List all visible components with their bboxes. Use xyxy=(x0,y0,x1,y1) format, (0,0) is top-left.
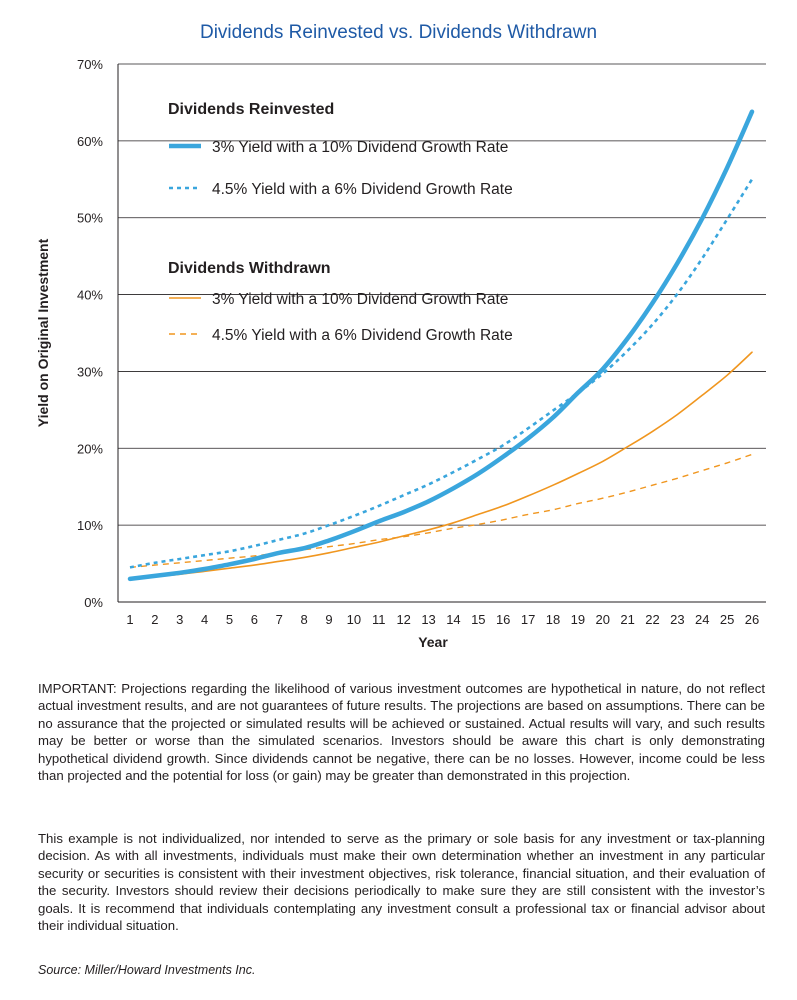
series-withdrawn-3pct-10pct xyxy=(129,351,753,580)
x-tick-label: 4 xyxy=(201,612,208,627)
y-tick-label: 10% xyxy=(77,518,103,533)
x-tick-label: 7 xyxy=(276,612,283,627)
x-tick-label: 19 xyxy=(571,612,585,627)
x-tick-label: 25 xyxy=(720,612,734,627)
legend-heading: Dividends Reinvested xyxy=(168,101,334,118)
x-tick-label: 22 xyxy=(645,612,659,627)
disclaimer-important: IMPORTANT: Projections regarding the lik… xyxy=(38,681,765,784)
x-tick-label: 14 xyxy=(446,612,460,627)
y-axis-label: Yield on Original Investment xyxy=(35,238,51,427)
x-tick-label: 20 xyxy=(595,612,609,627)
x-tick-label: 24 xyxy=(695,612,709,627)
series-withdrawn-4-5pct-6pct xyxy=(129,453,753,569)
x-tick-label: 13 xyxy=(421,612,435,627)
legend: Dividends Reinvested 3% Yield with a 10% … xyxy=(168,101,513,344)
x-tick-label: 2 xyxy=(151,612,158,627)
x-tick-label: 1 xyxy=(126,612,133,627)
y-tick-label: 30% xyxy=(77,364,103,379)
legend-label: 4.5% Yield with a 6% Dividend Growth Rat… xyxy=(212,327,513,344)
axes: 0%10%20%30%40%50%60%70%1 2 3 4 5 6 7 8 9 10 11 12 13… xyxy=(77,57,766,627)
x-tick-label: 10 xyxy=(347,612,361,627)
x-tick-label: 21 xyxy=(620,612,634,627)
x-tick-label: 5 xyxy=(226,612,233,627)
x-tick-label: 16 xyxy=(496,612,510,627)
series-reinvested-3pct-10pct xyxy=(127,109,755,582)
x-tick-label: 3 xyxy=(176,612,183,627)
chart-title: Dividends Reinvested vs. Dividends Withd… xyxy=(199,22,598,43)
y-tick-label: 20% xyxy=(77,441,103,456)
x-tick-label: 6 xyxy=(251,612,258,627)
legend-heading: Dividends Withdrawn xyxy=(168,260,331,277)
x-tick-label: 12 xyxy=(396,612,410,627)
legend-label: 3% Yield with a 10% Dividend Growth Rate xyxy=(212,291,508,308)
y-tick-label: 50% xyxy=(77,211,103,226)
series-lines xyxy=(127,109,755,582)
x-tick-label: 17 xyxy=(521,612,535,627)
series-reinvested-4-5pct-6pct xyxy=(129,178,754,569)
x-tick-label: 11 xyxy=(372,612,386,627)
legend-label: 4.5% Yield with a 6% Dividend Growth Rat… xyxy=(212,181,513,198)
x-tick-label: 9 xyxy=(325,612,332,627)
x-tick-label: 23 xyxy=(670,612,684,627)
source-note: Source: Miller/Howard Investments Inc. xyxy=(38,963,256,977)
x-tick-label: 26 xyxy=(745,612,759,627)
x-tick-label: 18 xyxy=(546,612,560,627)
y-tick-label: 60% xyxy=(77,134,103,149)
y-tick-label: 70% xyxy=(77,57,103,72)
x-tick-label: 8 xyxy=(301,612,308,627)
y-tick-label: 0% xyxy=(84,595,103,610)
legend-label: 3% Yield with a 10% Dividend Growth Rate xyxy=(212,139,508,156)
line-chart: 0%10%20%30%40%50%60%70%1 2 3 4 5 6 7 8 9 10 11 12 13… xyxy=(35,57,766,650)
x-tick-label: 15 xyxy=(471,612,485,627)
x-axis-label: Year xyxy=(418,634,448,650)
y-tick-label: 40% xyxy=(77,288,103,303)
disclaimer-not-individualized: This example is not individualized, nor … xyxy=(38,831,765,934)
